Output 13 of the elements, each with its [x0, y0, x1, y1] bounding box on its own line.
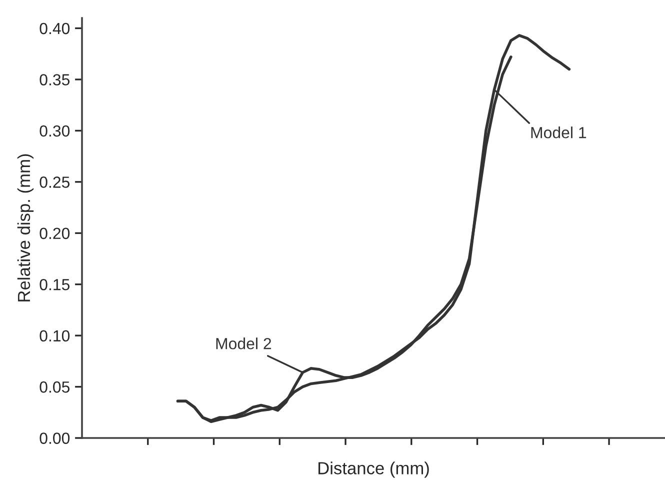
x-axis-title: Distance (mm) [318, 462, 429, 478]
y-tick-label: 0.20 [40, 228, 70, 240]
y-tick-label: 0.15 [40, 278, 70, 290]
y-tick-label: 0.10 [40, 330, 70, 342]
y-tick-label: 0.05 [40, 381, 70, 393]
y-tick-label: 0.00 [40, 432, 70, 444]
text: Model 2 [216, 338, 272, 350]
y-tick-label: 0.25 [40, 176, 70, 188]
y-tick-label: 0.40 [40, 22, 70, 34]
text: Model 1 [531, 126, 586, 138]
y-tick-label: 0.35 [40, 74, 70, 86]
y-tick-label: 0.30 [40, 125, 70, 137]
y-axis-title: Relative disp. (mm) [17, 154, 34, 302]
